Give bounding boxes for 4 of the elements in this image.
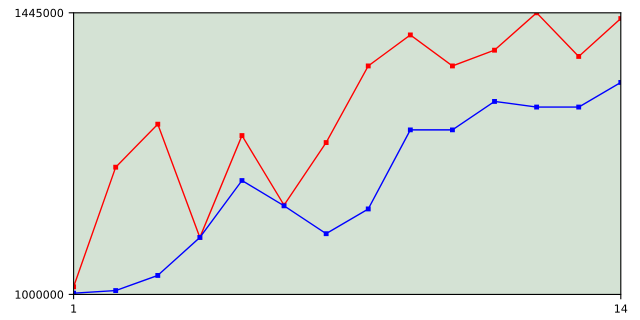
- x-tick-label: 14: [614, 304, 628, 313]
- x-tick-label: 1: [71, 304, 76, 313]
- y-tick-label: 1000000: [16, 290, 64, 299]
- y-tick-label: 1445000: [16, 8, 64, 18]
